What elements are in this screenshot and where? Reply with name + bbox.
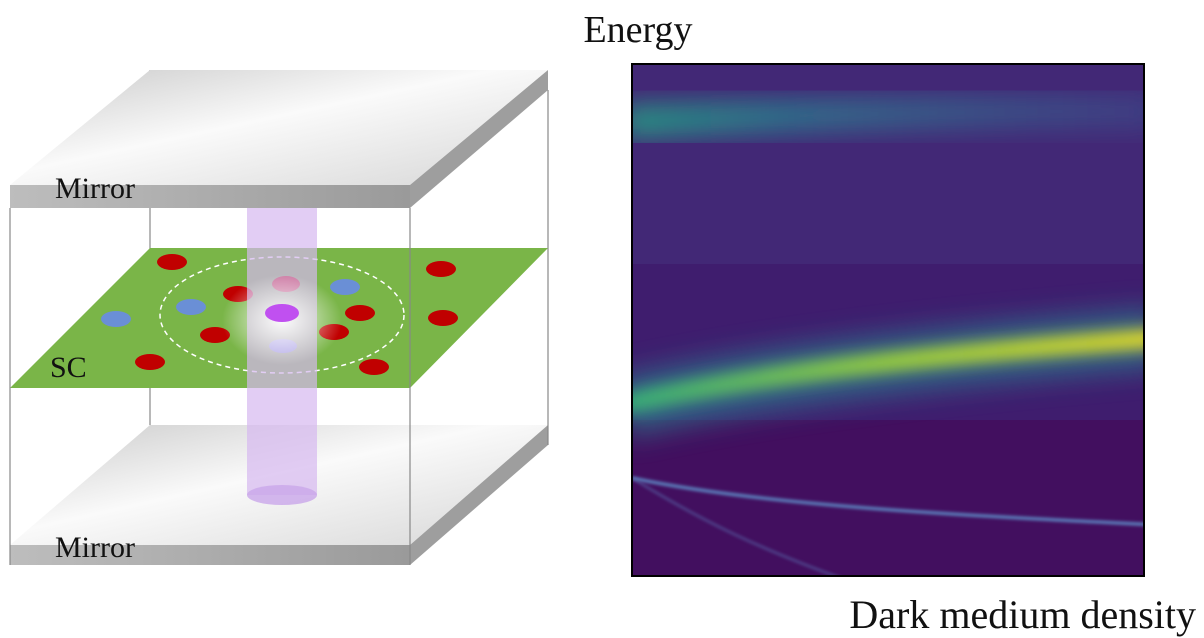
- label: SC: [50, 351, 87, 384]
- heatmap: [620, 64, 1160, 585]
- figure: Mirror SC Mirror Energy Dark medium dens…: [0, 0, 1204, 638]
- x-axis-label: Dark medium density: [849, 592, 1196, 637]
- y-axis-label: Energy: [583, 9, 692, 51]
- label: Mirror: [55, 172, 135, 205]
- label: Mirror: [55, 531, 135, 564]
